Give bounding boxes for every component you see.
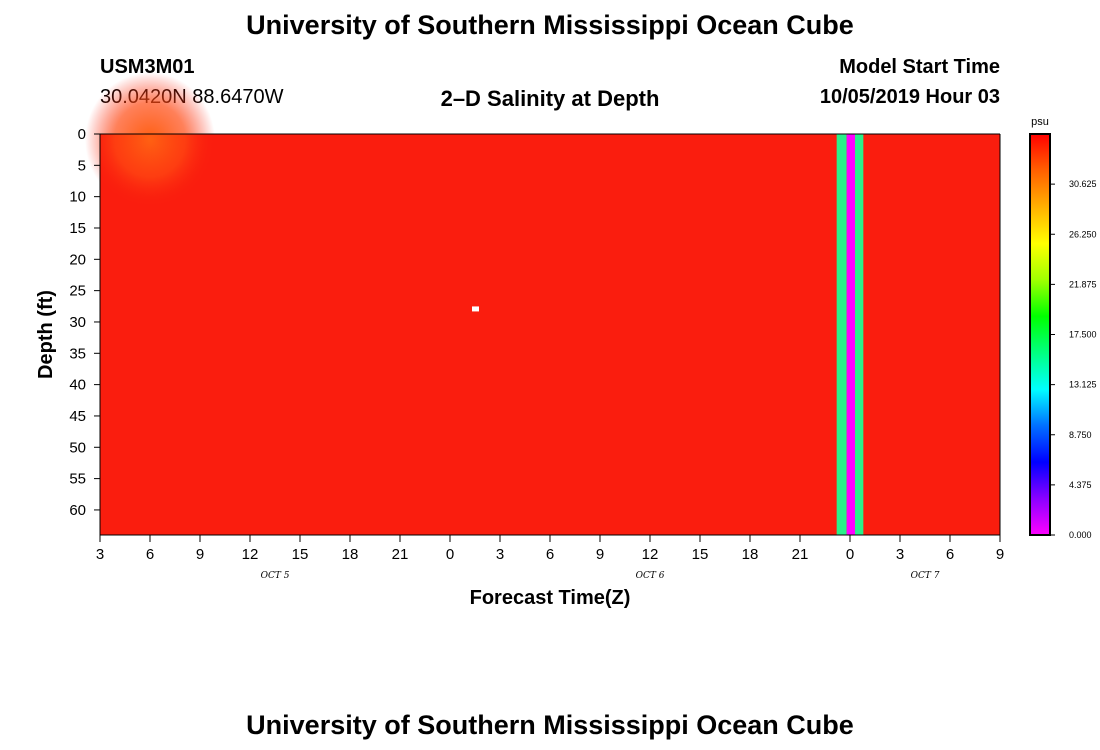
x-tick-label: 3 — [896, 546, 904, 563]
y-tick-label: 55 — [69, 471, 86, 488]
colorbar-tick-label: 13.125 — [1069, 380, 1097, 390]
x-tick-label: 0 — [846, 546, 854, 563]
x-tick-label: 9 — [596, 546, 604, 563]
y-tick-label: 60 — [69, 502, 86, 519]
colorbar-tick-label: 4.375 — [1069, 480, 1092, 490]
x-axis-title: Forecast Time(Z) — [470, 587, 631, 609]
y-tick-label: 40 — [69, 377, 86, 394]
x-tick-label: 21 — [792, 546, 809, 563]
colorbar-tick-label: 21.875 — [1069, 279, 1097, 289]
x-date-label: OCT 6 — [636, 571, 665, 581]
y-tick-label: 0 — [78, 126, 86, 143]
colorbar-tick-label: 0.000 — [1069, 530, 1092, 540]
page-title: University of Southern Mississippi Ocean… — [246, 10, 854, 40]
x-tick-label: 0 — [446, 546, 454, 563]
missing-data-point — [472, 306, 479, 312]
x-tick-label: 3 — [496, 546, 504, 563]
x-tick-label: 12 — [642, 546, 659, 563]
y-tick-label: 25 — [69, 283, 86, 300]
anomaly-column — [855, 134, 864, 535]
salinity-field — [100, 134, 1000, 535]
y-tick-label: 5 — [78, 157, 86, 174]
x-tick-label: 6 — [946, 546, 954, 563]
x-tick-label: 6 — [546, 546, 554, 563]
model-start-value: 10/05/2019 Hour 03 — [819, 86, 1000, 108]
colorbar — [1029, 133, 1051, 536]
anomaly-column — [846, 134, 855, 535]
x-tick-label: 9 — [996, 546, 1004, 563]
surface-fresher-patch — [85, 72, 215, 208]
anomaly-column — [836, 134, 847, 535]
x-tick-label: 15 — [692, 546, 709, 563]
footer-title: University of Southern Mississippi Ocean… — [246, 710, 854, 740]
y-tick-label: 10 — [69, 189, 86, 206]
station-id: USM3M01 — [100, 56, 195, 78]
x-tick-label: 18 — [342, 546, 359, 563]
x-date-label: OCT 5 — [261, 571, 290, 581]
colorbar-tick-label: 30.625 — [1069, 179, 1097, 189]
y-tick-label: 20 — [69, 251, 86, 268]
y-tick-label: 15 — [69, 220, 86, 237]
colorbar-tick-label: 26.250 — [1069, 229, 1097, 239]
x-tick-label: 18 — [742, 546, 759, 563]
colorbar-tick-label: 17.500 — [1069, 330, 1097, 340]
y-axis-title: Depth (ft) — [35, 290, 57, 379]
model-start-label: Model Start Time — [839, 56, 1000, 78]
x-tick-label: 12 — [242, 546, 259, 563]
x-tick-label: 21 — [392, 546, 409, 563]
x-tick-label: 6 — [146, 546, 154, 563]
y-tick-label: 35 — [69, 345, 86, 362]
x-tick-label: 3 — [96, 546, 104, 563]
plot-title: 2–D Salinity at Depth — [440, 86, 660, 111]
x-tick-label: 9 — [196, 546, 204, 563]
y-tick-label: 30 — [69, 314, 86, 331]
x-tick-label: 15 — [292, 546, 309, 563]
y-tick-label: 45 — [69, 408, 86, 425]
x-date-label: OCT 7 — [911, 571, 940, 581]
y-tick-label: 50 — [69, 439, 86, 456]
colorbar-unit: psu — [1031, 116, 1049, 128]
colorbar-tick-label: 8.750 — [1069, 430, 1092, 440]
